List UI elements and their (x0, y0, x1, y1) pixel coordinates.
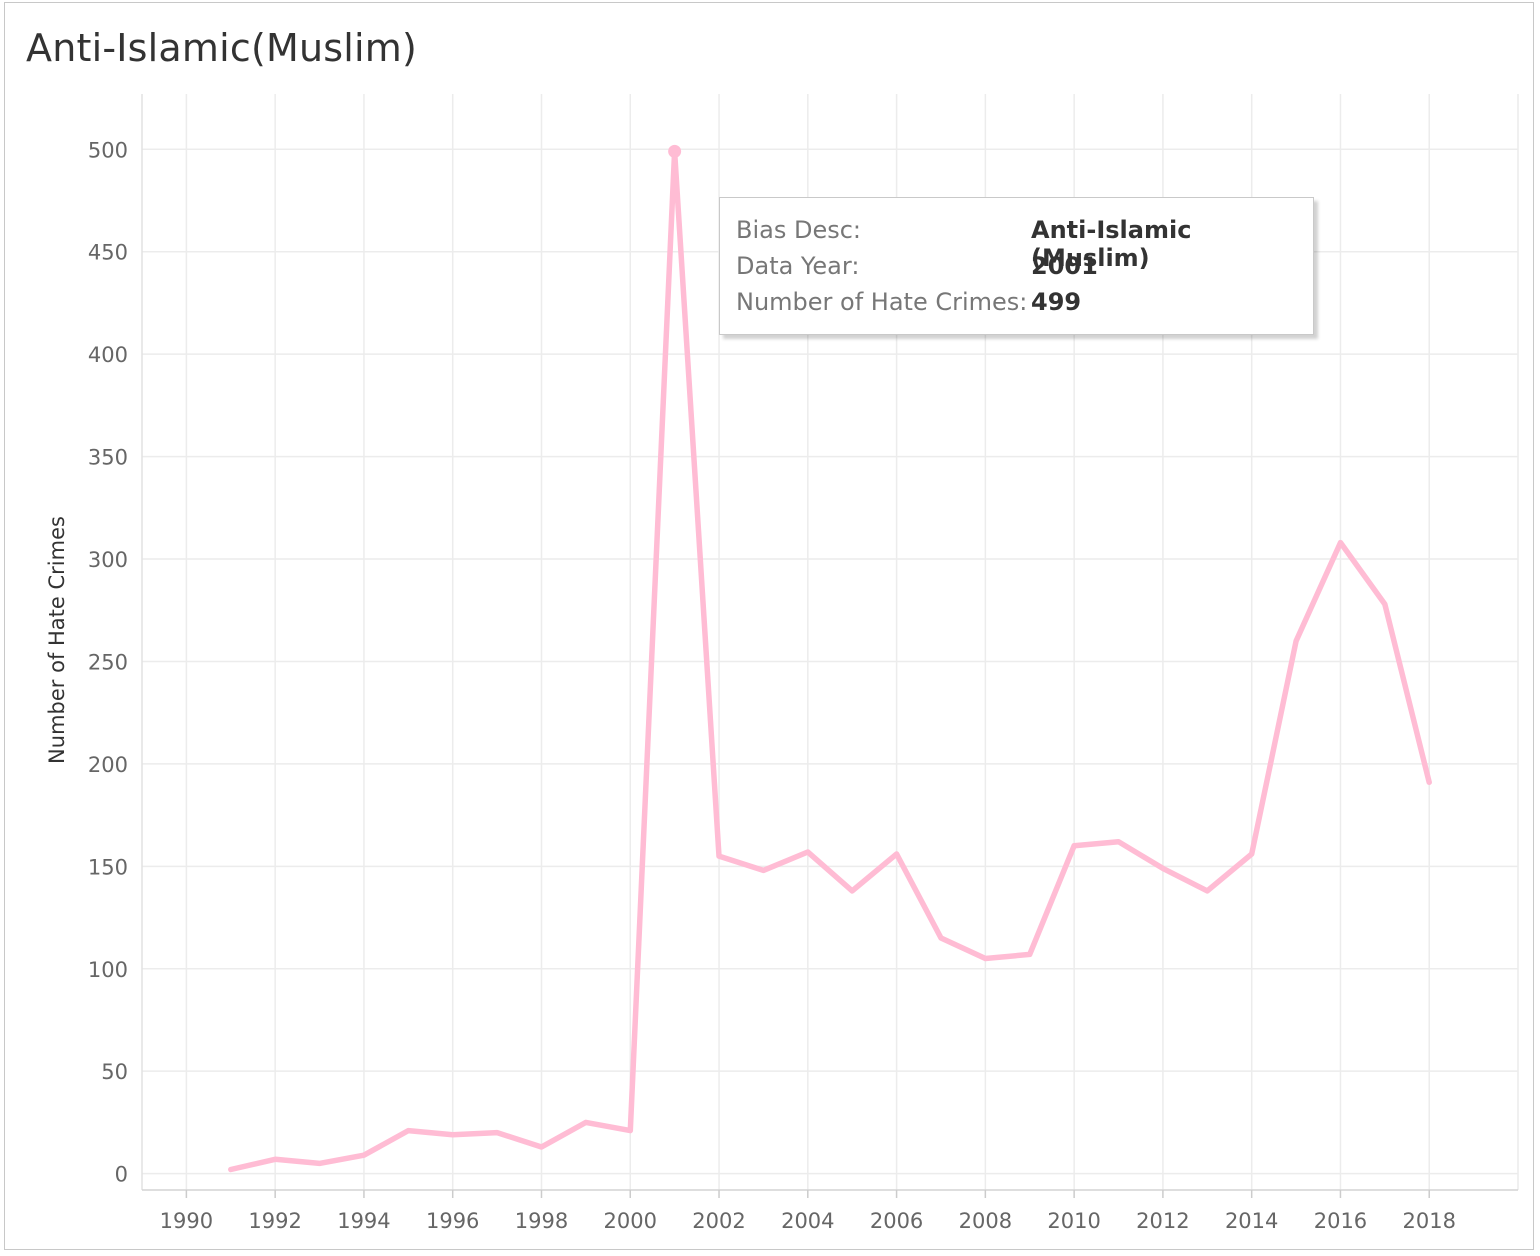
y-tick-label-150: 150 (88, 855, 128, 879)
x-tick-label-1992: 1992 (248, 1209, 301, 1233)
tooltip-label-count: Number of Hate Crimes: (736, 288, 1028, 316)
data-point[interactable] (1114, 837, 1124, 847)
data-point[interactable] (714, 851, 724, 861)
data-point[interactable] (758, 865, 768, 875)
data-point[interactable] (1335, 538, 1345, 548)
x-tick-label-2004: 2004 (781, 1209, 834, 1233)
tooltip-label-bias: Bias Desc: (736, 216, 862, 244)
tooltip-value-bias: Anti-Islamic (Muslim) (1031, 216, 1192, 272)
x-tick-label-1998: 1998 (515, 1209, 568, 1233)
data-point[interactable] (315, 1158, 325, 1168)
chart-frame (4, 2, 1534, 1250)
data-point[interactable] (270, 1154, 280, 1164)
x-tick-label-1996: 1996 (426, 1209, 479, 1233)
series-line-group[interactable] (226, 144, 1434, 1175)
y-tick-label-250: 250 (88, 650, 128, 674)
x-tick-label-1990: 1990 (160, 1209, 213, 1233)
data-point[interactable] (625, 1126, 635, 1136)
data-point[interactable] (803, 847, 813, 857)
data-point[interactable] (1380, 599, 1390, 609)
y-tick-label-50: 50 (101, 1060, 128, 1084)
y-tick-label-400: 400 (88, 343, 128, 367)
data-point[interactable] (1158, 863, 1168, 873)
x-tick-label-2018: 2018 (1402, 1209, 1455, 1233)
axes: 0 50 100 150 200 250 300 350 400 450 500 1990 1992 19… (88, 94, 1518, 1233)
data-point[interactable] (936, 933, 946, 943)
y-tick-label-500: 500 (88, 138, 128, 162)
data-point[interactable] (448, 1130, 458, 1140)
x-tick-label-2012: 2012 (1136, 1209, 1189, 1233)
data-point[interactable] (1291, 636, 1301, 646)
tooltip-value-count: 499 (1031, 288, 1082, 316)
x-tick-label-2014: 2014 (1225, 1209, 1278, 1233)
series-line[interactable] (228, 148, 1432, 1173)
data-point[interactable] (403, 1126, 413, 1136)
x-tick-label-2008: 2008 (959, 1209, 1012, 1233)
chart-title: Anti-Islamic(Muslim) (26, 26, 418, 70)
y-tick-label-200: 200 (88, 753, 128, 777)
x-tick-label-1994: 1994 (337, 1209, 390, 1233)
x-tick-label-2010: 2010 (1047, 1209, 1100, 1233)
data-point[interactable] (536, 1142, 546, 1152)
y-tick-label-350: 350 (88, 446, 128, 470)
x-tick-label-2002: 2002 (692, 1209, 745, 1233)
tooltip-label-year: Data Year: (736, 252, 860, 280)
data-point[interactable] (1202, 886, 1212, 896)
data-point-highlighted[interactable] (668, 144, 682, 158)
data-point[interactable] (581, 1117, 591, 1127)
data-point[interactable] (492, 1128, 502, 1138)
y-tick-label-300: 300 (88, 548, 128, 572)
data-point[interactable] (980, 954, 990, 964)
x-tick-label-2000: 2000 (604, 1209, 657, 1233)
tooltip-value-year: 2001 (1031, 252, 1098, 280)
x-tick-label-2016: 2016 (1314, 1209, 1367, 1233)
data-point[interactable] (1247, 849, 1257, 859)
y-axis-label: Number of Hate Crimes (45, 516, 69, 764)
data-point[interactable] (359, 1150, 369, 1160)
data-point[interactable] (226, 1165, 236, 1175)
y-tick-label-100: 100 (88, 958, 128, 982)
data-point[interactable] (892, 849, 902, 859)
x-tick-label-2006: 2006 (870, 1209, 923, 1233)
data-point[interactable] (1069, 841, 1079, 851)
y-tick-label-0: 0 (115, 1163, 128, 1187)
data-point[interactable] (847, 886, 857, 896)
tooltip: Bias Desc: Anti-Islamic (Muslim) Data Ye… (719, 197, 1314, 335)
y-tick-label-450: 450 (88, 241, 128, 265)
data-point[interactable] (1025, 949, 1035, 959)
data-point[interactable] (1424, 777, 1434, 787)
